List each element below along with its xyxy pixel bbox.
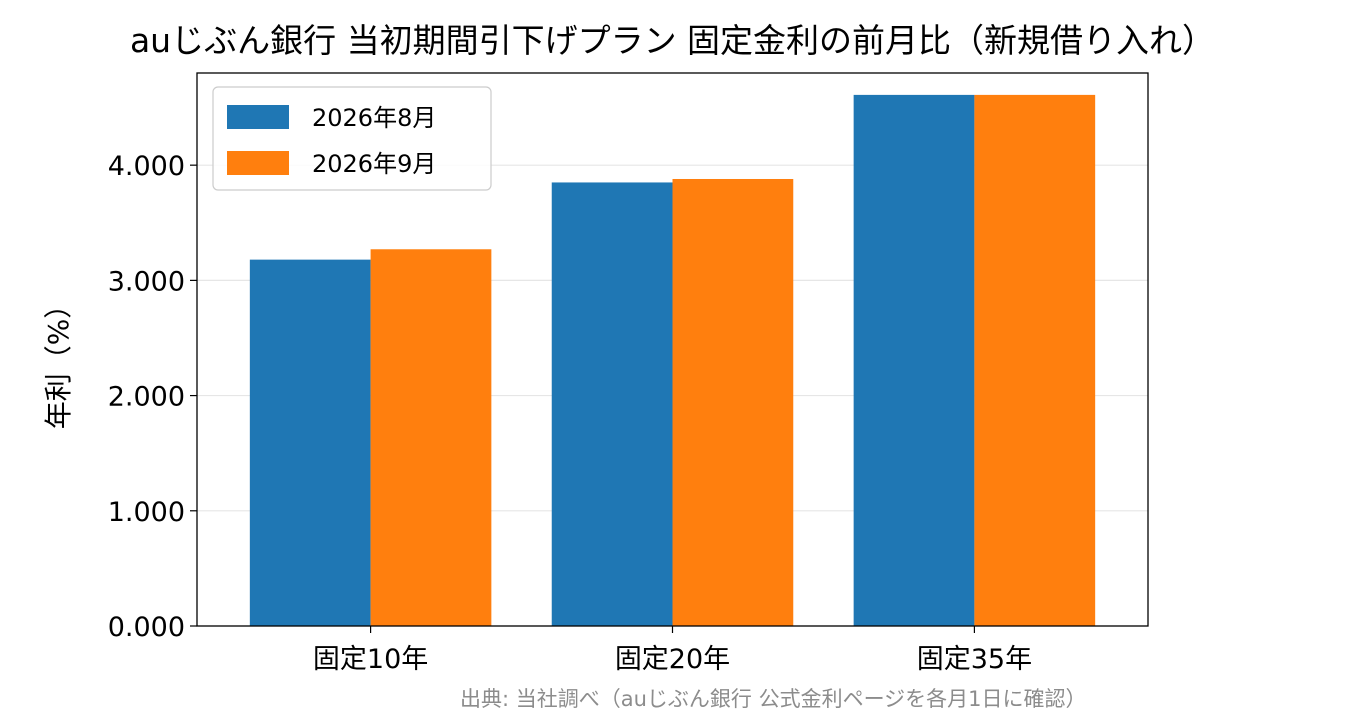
source-note: 出典: 当社調べ（auじぶん銀行 公式金利ページを各月1日に確認）: [460, 687, 1087, 711]
y-axis-label: 年利（%）: [42, 291, 75, 430]
bar-1-3: [853, 94, 975, 626]
legend: 2026年8月 2026年9月: [212, 86, 492, 191]
x-tick-label: 固定20年: [615, 644, 730, 675]
legend-swatch: [227, 151, 289, 175]
x-tick-label: 固定10年: [313, 644, 428, 675]
y-tick-label: 0.000: [108, 612, 185, 643]
y-tick-label: 2.000: [108, 382, 185, 413]
legend-label: 2026年9月: [312, 150, 436, 178]
y-axis: 0.000 1.000 2.000 3.000 4.000: [108, 151, 197, 643]
bars: [249, 94, 1096, 627]
y-tick-label: 3.000: [108, 266, 185, 297]
legend-swatch: [227, 105, 289, 129]
bar-2-2: [672, 178, 794, 626]
y-tick-label: 1.000: [108, 497, 185, 528]
x-axis: 固定10年 固定20年 固定35年: [313, 626, 1032, 675]
bar-2-1: [370, 249, 492, 627]
bar-2-3: [974, 94, 1096, 626]
y-tick-label: 4.000: [108, 151, 185, 182]
chart-title: auじぶん銀行 当初期間引下げプラン 固定金利の前月比（新規借り入れ）: [129, 21, 1216, 60]
x-tick-label: 固定35年: [917, 644, 1032, 675]
bar-1-2: [551, 182, 673, 626]
bar-1-1: [249, 259, 371, 626]
legend-label: 2026年8月: [312, 104, 436, 132]
